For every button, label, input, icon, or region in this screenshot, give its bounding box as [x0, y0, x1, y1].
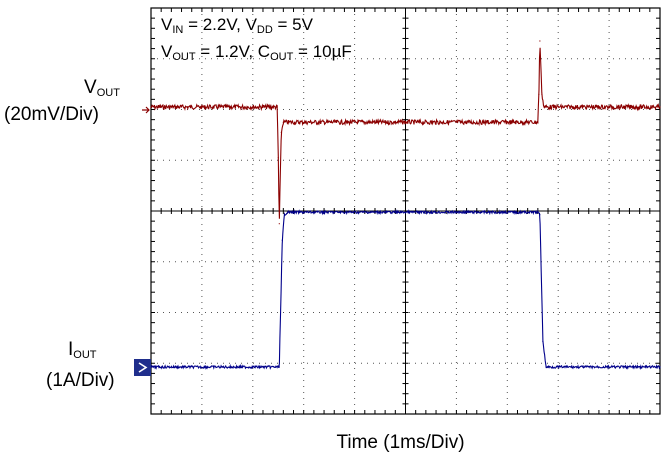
data-point-iout — [539, 214, 541, 216]
data-point-iout — [278, 366, 280, 368]
iout-channel-label: IOUT — [68, 339, 97, 361]
vout-reference-marker — [142, 106, 150, 114]
data-point-vout — [538, 93, 540, 95]
data-point-vout — [659, 106, 661, 108]
data-point-vout — [282, 121, 284, 123]
data-point-vout — [541, 93, 543, 95]
data-point-vout — [537, 121, 539, 123]
iout-reference-arrow — [138, 362, 148, 373]
vout-scale-label: (20mV/Div) — [4, 104, 100, 125]
data-point-vout — [280, 131, 282, 133]
data-point-vout — [543, 106, 545, 108]
conditions-line-1: VIN = 2.2V, VDD = 5V — [161, 15, 313, 36]
data-point-vout — [278, 223, 280, 225]
data-point-iout — [283, 214, 285, 216]
vout-channel-label: VOUT — [84, 77, 120, 99]
data-point-iout — [659, 366, 661, 368]
trace-vout — [150, 47, 661, 219]
trace-iout — [150, 209, 661, 371]
data-point-vout — [539, 40, 541, 42]
data-point-vout — [150, 106, 152, 108]
graticule-grid — [150, 7, 661, 415]
data-point-vout — [276, 106, 278, 108]
data-point-iout — [286, 211, 288, 213]
x-axis-label: Time (1ms/Div) — [336, 432, 465, 453]
iout-reference-marker — [134, 359, 151, 376]
data-point-iout — [545, 366, 547, 368]
iout-scale-label: (1A/Div) — [46, 370, 115, 391]
plot-frame — [150, 7, 661, 415]
data-point-iout — [537, 211, 539, 213]
data-point-vout — [277, 157, 279, 159]
conditions-line-2: VOUT = 1.2V, COUT = 10µF — [161, 42, 352, 63]
data-point-iout — [542, 341, 544, 343]
data-point-iout — [281, 239, 283, 241]
